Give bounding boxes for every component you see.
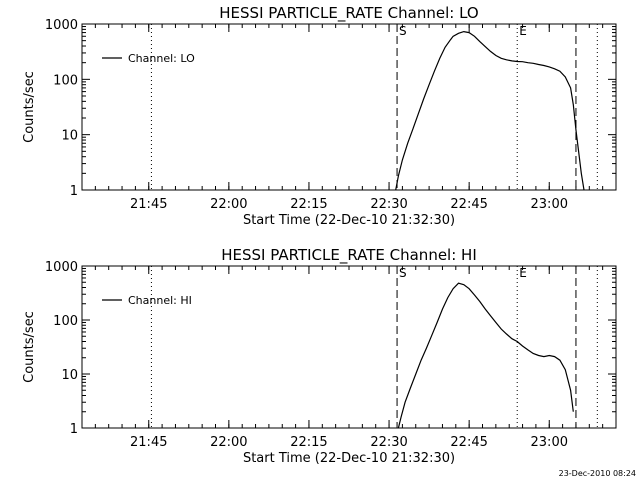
x-tick-label: 22:45 (450, 435, 487, 450)
x-tick-label: 22:45 (450, 197, 487, 212)
chart-panel-lo: HESSI PARTICLE_RATE Channel: LO Counts/se… (22, 4, 617, 228)
y-axis-label: Counts/sec (22, 311, 37, 383)
marker-label-s: S (399, 24, 407, 38)
chart-panel-hi: HESSI PARTICLE_RATE Channel: HI Counts/se… (22, 246, 617, 466)
x-tick-label: 22:00 (210, 435, 247, 450)
y-tick-label: 1000 (45, 18, 78, 33)
x-axis-label: Start Time (22-Dec-10 21:32:30) (243, 213, 455, 228)
plot-frame (81, 23, 617, 191)
plot-frame (81, 265, 617, 429)
y-tick-label: 1000 (45, 260, 78, 275)
marker-label-s: S (399, 266, 407, 280)
y-tick-label: 1 (70, 422, 78, 437)
x-tick-label: 22:15 (290, 435, 327, 450)
y-axis-label: Counts/sec (22, 71, 37, 143)
x-tick-label: 22:00 (210, 197, 247, 212)
x-tick-label: 22:30 (370, 197, 407, 212)
x-tick-label: 23:00 (531, 197, 568, 212)
y-tick-label: 1 (70, 184, 78, 199)
y-tick-label: 10 (61, 129, 78, 144)
y-tick-label: 10 (61, 368, 78, 383)
marker-label-e: E (519, 24, 527, 38)
x-tick-label: 22:30 (370, 435, 407, 450)
x-tick-label: 21:45 (130, 197, 167, 212)
y-tick-label: 100 (53, 73, 78, 88)
legend-label: Channel: LO (128, 52, 195, 65)
footer-timestamp: 23-Dec-2010 08:24 (559, 469, 636, 478)
y-tick-label: 100 (53, 314, 78, 329)
x-tick-label: 23:00 (531, 435, 568, 450)
chart-title: HESSI PARTICLE_RATE Channel: HI (221, 246, 477, 265)
legend-label: Channel: HI (128, 294, 192, 307)
chart-title: HESSI PARTICLE_RATE Channel: LO (219, 4, 478, 23)
x-axis-label: Start Time (22-Dec-10 21:32:30) (243, 451, 455, 466)
x-tick-label: 22:15 (290, 197, 327, 212)
x-tick-label: 21:45 (130, 435, 167, 450)
series-line (395, 30, 585, 191)
series-line (397, 282, 574, 429)
marker-label-e: E (519, 266, 527, 280)
